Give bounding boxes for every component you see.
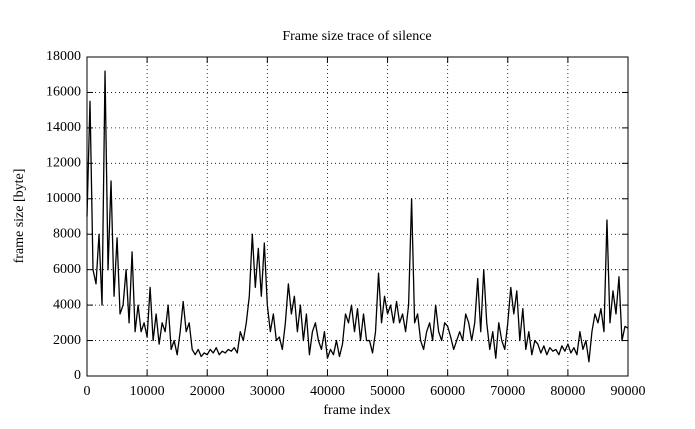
x-tick-label: 10000 — [130, 384, 165, 399]
x-tick-label: 90000 — [611, 384, 646, 399]
y-tick-label: 16000 — [46, 85, 81, 100]
x-tick-label: 40000 — [310, 384, 345, 399]
data-line — [86, 70, 629, 363]
chart-title: Frame size trace of silence — [282, 29, 431, 44]
y-tick-label: 6000 — [53, 262, 81, 277]
x-tick-label: 30000 — [250, 384, 285, 399]
y-tick-label: 14000 — [46, 120, 81, 135]
y-tick-label: 0 — [74, 368, 81, 383]
x-tick-label: 80000 — [550, 384, 585, 399]
y-tick-label: 8000 — [53, 226, 81, 241]
y-tick-label: 2000 — [53, 333, 81, 348]
y-axis-label: frame size [byte] — [12, 169, 27, 264]
x-tick-label: 70000 — [490, 384, 525, 399]
x-tick-label: 0 — [84, 384, 91, 399]
x-tick-label: 20000 — [190, 384, 225, 399]
y-tick-label: 10000 — [46, 191, 81, 206]
y-tick-label: 12000 — [46, 156, 81, 171]
y-tick-label: 18000 — [46, 49, 81, 64]
x-tick-label: 60000 — [430, 384, 465, 399]
x-axis-label: frame index — [323, 403, 390, 418]
y-tick-label: 4000 — [53, 297, 81, 312]
x-tick-label: 50000 — [370, 384, 405, 399]
